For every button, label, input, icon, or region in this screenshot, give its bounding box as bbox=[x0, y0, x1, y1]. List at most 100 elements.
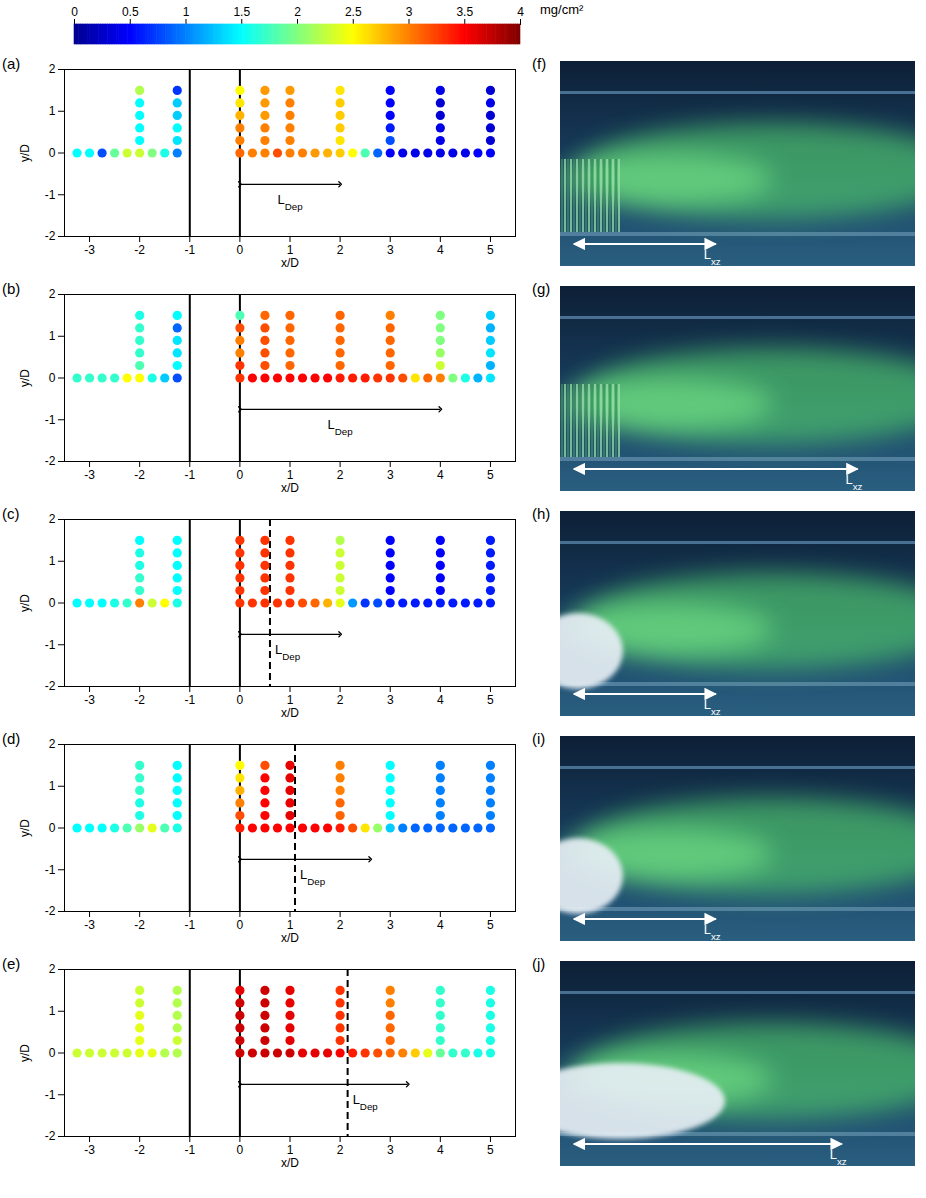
svg-text:1: 1 bbox=[49, 1004, 56, 1018]
svg-text:-1: -1 bbox=[45, 863, 56, 877]
html-text:(b): (b) bbox=[2, 280, 21, 297]
svg-text:3.5: 3.5 bbox=[456, 5, 473, 19]
svg-text:2: 2 bbox=[337, 468, 344, 482]
svg-text:y/D: y/D bbox=[18, 369, 32, 387]
svg-text:y/D: y/D bbox=[18, 144, 32, 162]
svg-text:-1: -1 bbox=[184, 918, 195, 932]
svg-text:3: 3 bbox=[387, 918, 394, 932]
svg-text:3: 3 bbox=[406, 5, 413, 19]
svg-text:2: 2 bbox=[49, 62, 56, 76]
svg-text:x/D: x/D bbox=[281, 481, 299, 495]
svg-text:5: 5 bbox=[487, 468, 494, 482]
svg-text:0.5: 0.5 bbox=[122, 5, 139, 19]
svg-text:4: 4 bbox=[437, 243, 444, 257]
svg-text:5: 5 bbox=[487, 918, 494, 932]
svg-text:4: 4 bbox=[437, 693, 444, 707]
svg-text:-1: -1 bbox=[45, 1088, 56, 1102]
svg-text:Lxz: Lxz bbox=[830, 1147, 847, 1166]
svg-text:0: 0 bbox=[237, 468, 244, 482]
svg-text:Lxz: Lxz bbox=[704, 247, 721, 266]
svg-text:2: 2 bbox=[49, 512, 56, 526]
svg-text:-1: -1 bbox=[184, 693, 195, 707]
svg-text:-1: -1 bbox=[45, 413, 56, 427]
html-text:(d): (d) bbox=[2, 730, 21, 747]
svg-text:2: 2 bbox=[49, 962, 56, 976]
svg-text:x/D: x/D bbox=[281, 256, 299, 270]
svg-text:-3: -3 bbox=[84, 468, 95, 482]
svg-text:1: 1 bbox=[49, 554, 56, 568]
svg-text:-2: -2 bbox=[45, 229, 56, 243]
html-text:(c): (c) bbox=[2, 505, 20, 522]
svg-text:-3: -3 bbox=[84, 693, 95, 707]
svg-text:0: 0 bbox=[237, 243, 244, 257]
svg-text:2: 2 bbox=[337, 693, 344, 707]
svg-text:Lxz: Lxz bbox=[704, 922, 721, 941]
svg-text:0: 0 bbox=[49, 596, 56, 610]
svg-text:2: 2 bbox=[294, 5, 301, 19]
svg-text:y/D: y/D bbox=[18, 1044, 32, 1062]
svg-text:4: 4 bbox=[517, 5, 524, 19]
svg-text:1: 1 bbox=[49, 104, 56, 118]
svg-text:-1: -1 bbox=[184, 243, 195, 257]
svg-text:2: 2 bbox=[337, 918, 344, 932]
svg-text:-2: -2 bbox=[134, 693, 145, 707]
svg-text:Lxz: Lxz bbox=[704, 697, 721, 716]
svg-text:3: 3 bbox=[387, 243, 394, 257]
svg-text:y/D: y/D bbox=[18, 819, 32, 837]
svg-text:2: 2 bbox=[49, 287, 56, 301]
svg-text:0: 0 bbox=[237, 693, 244, 707]
svg-text:0: 0 bbox=[49, 146, 56, 160]
svg-text:x/D: x/D bbox=[281, 706, 299, 720]
svg-text:-2: -2 bbox=[45, 679, 56, 693]
svg-text:0: 0 bbox=[237, 918, 244, 932]
html-text:(a): (a) bbox=[2, 55, 21, 72]
svg-text:LDep: LDep bbox=[275, 642, 301, 662]
svg-text:3: 3 bbox=[387, 468, 394, 482]
svg-text:3: 3 bbox=[387, 693, 394, 707]
svg-text:x/D: x/D bbox=[281, 1156, 299, 1170]
svg-text:2: 2 bbox=[337, 243, 344, 257]
svg-text:0: 0 bbox=[49, 371, 56, 385]
svg-text:4: 4 bbox=[437, 468, 444, 482]
svg-text:-1: -1 bbox=[45, 188, 56, 202]
svg-text:0: 0 bbox=[49, 1046, 56, 1060]
html-text:(h): (h) bbox=[532, 505, 551, 522]
svg-text:4: 4 bbox=[437, 918, 444, 932]
svg-text:-3: -3 bbox=[84, 918, 95, 932]
svg-text:1.5: 1.5 bbox=[233, 5, 250, 19]
svg-text:-2: -2 bbox=[134, 243, 145, 257]
svg-text:4: 4 bbox=[437, 1143, 444, 1157]
svg-text:0: 0 bbox=[237, 1143, 244, 1157]
svg-text:5: 5 bbox=[487, 693, 494, 707]
svg-text:0: 0 bbox=[71, 5, 78, 19]
svg-text:-3: -3 bbox=[84, 243, 95, 257]
svg-text:-1: -1 bbox=[184, 468, 195, 482]
svg-text:-2: -2 bbox=[134, 918, 145, 932]
svg-text:LDep: LDep bbox=[328, 417, 354, 437]
svg-text:-2: -2 bbox=[134, 468, 145, 482]
svg-text:x/D: x/D bbox=[281, 931, 299, 945]
svg-text:-2: -2 bbox=[45, 454, 56, 468]
svg-text:2.5: 2.5 bbox=[345, 5, 362, 19]
svg-text:Lxz: Lxz bbox=[846, 472, 863, 491]
svg-text:0: 0 bbox=[49, 821, 56, 835]
svg-text:LDep: LDep bbox=[353, 1092, 379, 1112]
svg-text:-3: -3 bbox=[84, 1143, 95, 1157]
svg-text:-2: -2 bbox=[134, 1143, 145, 1157]
svg-text:1: 1 bbox=[183, 5, 190, 19]
svg-text:-1: -1 bbox=[45, 638, 56, 652]
html-text:(g): (g) bbox=[532, 280, 551, 297]
svg-text:1: 1 bbox=[49, 779, 56, 793]
svg-text:3: 3 bbox=[387, 1143, 394, 1157]
svg-text:2: 2 bbox=[49, 737, 56, 751]
svg-text:y/D: y/D bbox=[18, 594, 32, 612]
svg-text:2: 2 bbox=[337, 1143, 344, 1157]
svg-text:LDep: LDep bbox=[300, 867, 326, 887]
svg-text:-2: -2 bbox=[45, 1129, 56, 1143]
svg-text:-2: -2 bbox=[45, 904, 56, 918]
svg-text:5: 5 bbox=[487, 243, 494, 257]
svg-text:-1: -1 bbox=[184, 1143, 195, 1157]
svg-text:1: 1 bbox=[49, 329, 56, 343]
svg-text:LDep: LDep bbox=[277, 192, 303, 212]
svg-text:5: 5 bbox=[487, 1143, 494, 1157]
